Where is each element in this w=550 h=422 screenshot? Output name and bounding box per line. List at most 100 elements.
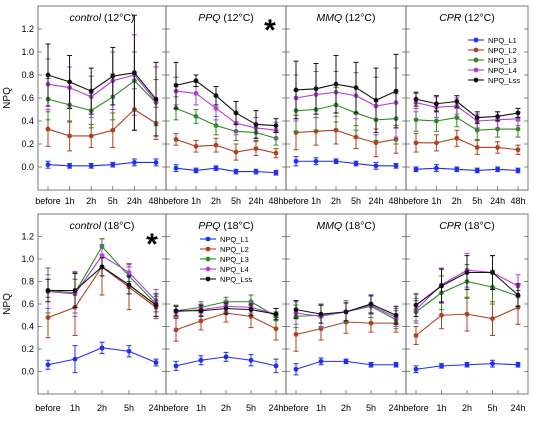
data-point	[313, 158, 319, 164]
series-line	[175, 90, 277, 131]
y-tick-label: 0.2	[21, 344, 34, 354]
x-tick-label: before	[283, 196, 309, 206]
data-point	[454, 135, 460, 141]
series-NPQ_Lss	[413, 255, 521, 317]
y-tick-label: 0.8	[21, 277, 34, 287]
significance-asterisk: *	[146, 228, 158, 261]
data-point	[45, 362, 51, 368]
significance-asterisk: *	[264, 14, 276, 47]
data-point	[99, 345, 105, 351]
data-point	[88, 163, 94, 169]
data-point	[153, 302, 159, 308]
legend-swatch-marker	[205, 276, 211, 282]
panel-title: MMQ (18°C)	[316, 220, 375, 232]
y-axis-label: NPQ	[2, 87, 13, 109]
series-NPQ_L1	[293, 357, 399, 376]
data-point	[490, 361, 495, 367]
x-tick-label: 24h	[510, 403, 525, 413]
data-point	[368, 362, 374, 368]
x-tick-label: 1h	[431, 196, 441, 206]
x-tick-label: 2h	[452, 196, 462, 206]
data-point	[413, 140, 419, 146]
series-NPQ_L3	[45, 51, 159, 129]
legend-swatch-marker	[473, 57, 479, 63]
data-point	[368, 320, 374, 326]
data-point	[333, 81, 339, 87]
series-line	[415, 116, 518, 131]
data-point	[515, 126, 521, 132]
y-tick-label: 1.2	[21, 232, 34, 242]
x-tick-label: before	[403, 196, 429, 206]
data-point	[434, 165, 439, 171]
data-point	[413, 117, 419, 123]
data-point	[173, 137, 179, 142]
data-point	[198, 318, 204, 324]
series-NPQ_L1	[413, 164, 521, 174]
series-line	[295, 91, 397, 107]
series-NPQ_L4	[413, 92, 521, 129]
series-NPQ_Lss	[45, 14, 159, 137]
data-point	[126, 282, 132, 288]
x-tick-label: 48h	[388, 196, 403, 206]
data-point	[490, 270, 495, 275]
series-line	[415, 98, 519, 119]
x-tick-label: 2h	[462, 403, 472, 413]
x-tick-label: 5h	[472, 196, 482, 206]
data-point	[464, 270, 470, 275]
series-line	[47, 80, 157, 112]
series-NPQ_L1	[173, 164, 279, 176]
data-point	[213, 165, 219, 171]
data-point	[132, 160, 137, 165]
series-NPQ_Lss	[413, 91, 521, 124]
data-point	[413, 302, 419, 308]
data-point	[233, 149, 239, 155]
data-point	[495, 166, 500, 172]
data-point	[373, 163, 379, 169]
x-tick-label: before	[283, 403, 309, 413]
y-tick-label: 0.4	[21, 322, 34, 332]
data-point	[495, 114, 500, 119]
series-NPQ_Lss	[173, 61, 279, 139]
data-point	[72, 288, 78, 293]
x-tick-label: 24h	[268, 403, 283, 413]
data-point	[434, 101, 439, 107]
series-line	[175, 167, 277, 174]
data-point	[474, 145, 480, 150]
series-line	[415, 167, 519, 172]
x-tick-label: 1h	[65, 196, 75, 206]
series-NPQ_L4	[173, 76, 279, 139]
panel-title-site: MMQ	[316, 220, 342, 232]
x-tick-label: 5h	[351, 196, 361, 206]
panel-title: CPR (18°C)	[439, 220, 495, 232]
data-point	[45, 288, 51, 293]
data-point	[293, 307, 299, 313]
series-NPQ_L1	[173, 351, 279, 374]
data-point	[393, 362, 399, 368]
series-line	[47, 161, 156, 167]
x-tick-label: 1h	[191, 196, 201, 206]
x-tick-label: 1h	[311, 196, 321, 206]
data-point	[126, 348, 132, 354]
x-tick-label: 2h	[221, 403, 231, 413]
data-point	[495, 145, 500, 150]
data-point	[88, 88, 94, 94]
data-point	[313, 86, 319, 92]
panel-title: control (12°C)	[70, 12, 135, 24]
legend-swatch-marker	[205, 266, 211, 272]
data-point	[333, 127, 339, 133]
data-point	[393, 163, 399, 169]
data-point	[413, 366, 419, 372]
data-point	[474, 127, 480, 133]
x-tick-label: 48h	[510, 196, 525, 206]
x-tick-label: 2h	[97, 403, 107, 413]
panel-7: before 1h 2h 5h 24h MMQ (18°C)	[283, 213, 407, 413]
data-point	[293, 87, 299, 93]
data-point	[67, 163, 72, 169]
legend-label: NPQ_L4	[220, 265, 249, 274]
data-point	[413, 166, 419, 172]
x-tick-label: 1h	[316, 403, 326, 413]
data-point	[248, 357, 254, 363]
series-line	[175, 107, 277, 139]
data-point	[454, 115, 460, 120]
